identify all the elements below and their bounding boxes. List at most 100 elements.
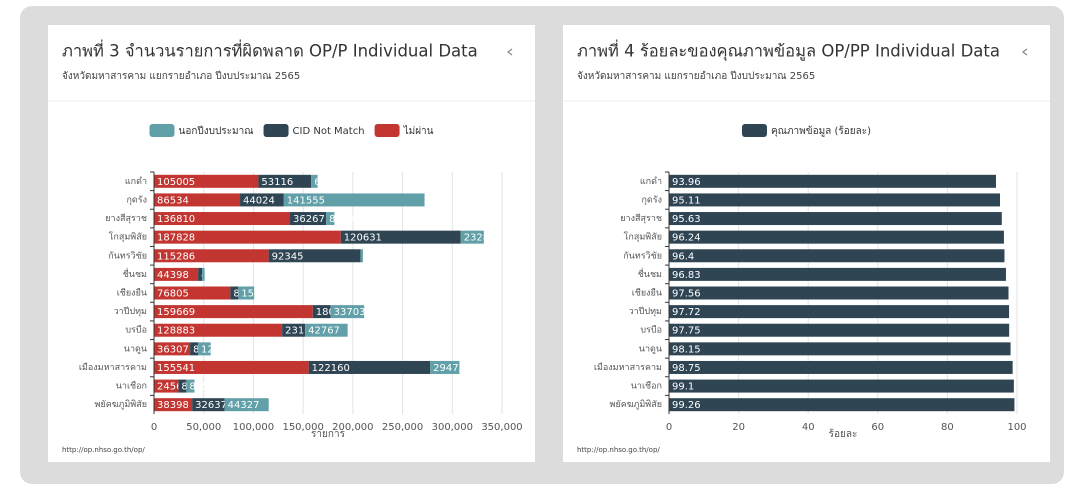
bar-label: 86534 (157, 195, 189, 206)
bar-label: 32637 (195, 400, 227, 411)
bar (330, 305, 365, 319)
y-tick-label: แกดำ (640, 176, 662, 187)
bar-label: 24560 (157, 382, 189, 393)
bar-label: 2515 (205, 270, 230, 281)
y-tick-label: โกสุมพิสัย (624, 232, 662, 243)
x-tick-label: 50,000 (186, 422, 221, 433)
legend-swatch (374, 124, 400, 137)
bar-label: 115286 (157, 251, 195, 262)
bar-label: 155541 (157, 363, 195, 374)
bar-label: 44024 (243, 195, 275, 206)
bar (311, 174, 318, 188)
bar-label: 99.26 (672, 400, 701, 411)
x-tick-label: 0 (666, 422, 672, 433)
y-tick-label: นาเชือก (631, 381, 662, 392)
x-tick-label: 40 (802, 422, 815, 433)
bar-label: 2483 (363, 251, 388, 262)
legend: นอกปีงบประมาณ CID Not Match ไม่ผ่าน (149, 124, 434, 137)
bar-label: 97.56 (672, 289, 701, 300)
bar (186, 379, 195, 393)
bar (198, 267, 203, 281)
bar (198, 342, 211, 356)
x-axis-title: รายการ (311, 429, 346, 440)
y-tick-label: บรบือ (125, 325, 147, 336)
bar (240, 193, 284, 207)
bar-label: 159669 (157, 307, 195, 318)
bar-label: 23281 (464, 233, 496, 244)
bar-label: 97.72 (672, 307, 701, 318)
bar (669, 323, 1010, 337)
bar (669, 398, 1015, 412)
bar (154, 230, 341, 244)
bar (192, 398, 225, 412)
y-tick-label: กุดรัง (641, 195, 662, 205)
x-tick-label: 300,000 (432, 422, 473, 433)
bar-label: 105005 (157, 177, 195, 188)
x-tick-label: 60 (871, 422, 884, 433)
bar (154, 379, 179, 393)
bar (154, 360, 309, 374)
bar (669, 360, 1013, 374)
bar (230, 286, 239, 300)
x-tick-label: 200,000 (332, 422, 373, 433)
bar-label: 4000 (201, 270, 226, 281)
bar-label: 53116 (261, 177, 293, 188)
bar-label: 96.4 (672, 251, 694, 262)
legend-swatch (741, 124, 767, 137)
y-tick-label: แกดำ (125, 176, 147, 187)
bar (460, 230, 484, 244)
bar-label: 97.75 (672, 326, 701, 337)
x-tick-label: 20 (732, 422, 745, 433)
legend-label: CID Not Match (293, 126, 365, 137)
legend-label: ไม่ผ่าน (403, 125, 434, 137)
bar-label: 36267 (293, 214, 325, 225)
x-tick-label: 80 (941, 422, 954, 433)
y-tick-label: บรบือ (640, 325, 662, 336)
x-tick-label: 100,000 (233, 422, 274, 433)
bar (202, 267, 205, 281)
bar (669, 379, 1014, 393)
bar-label: 136810 (157, 214, 195, 225)
bar-label: 95.63 (672, 214, 701, 225)
chart-subtitle: จังหวัดมหาสารคาม แยกรายอำเภอ ปีงบประมาณ … (577, 70, 815, 82)
source: http://op.nhso.go.th/op/ (62, 446, 145, 454)
bar-label: 6433 (314, 177, 339, 188)
bar-label: 8340 (329, 214, 354, 225)
bar (669, 193, 1000, 207)
bar-label: 128883 (157, 326, 195, 337)
bar (154, 249, 269, 263)
bar (268, 249, 361, 263)
y-tick-label: นาเชือก (116, 381, 147, 392)
y-tick-label: เชียงยืน (117, 288, 147, 299)
bar (154, 286, 231, 300)
x-tick-label: 250,000 (382, 422, 423, 433)
bar-label: 42767 (308, 326, 340, 337)
bar-label: 38398 (157, 400, 189, 411)
bar (290, 212, 327, 226)
bar (305, 323, 348, 337)
bar (224, 398, 269, 412)
y-tick-label: ยางสีสุราช (620, 213, 662, 224)
y-tick-label: โกสุมพิสัย (109, 232, 147, 243)
y-tick-label: เมืองมหาสารคาม (594, 362, 662, 373)
bar-label: 36307 (157, 344, 189, 355)
bar-label: 33703 (334, 307, 366, 318)
card: ภาพที่ 3 จำนวนรายการที่ผิดพลาด OP/P Indi… (48, 25, 535, 462)
bar (312, 305, 331, 319)
x-tick-label: 100 (1007, 422, 1026, 433)
bar (154, 193, 241, 207)
bar (669, 212, 1002, 226)
legend-swatch (149, 124, 175, 137)
chart-subtitle: จังหวัดมหาสารคาม แยกรายอำเภอ ปีงบประมาณ … (62, 70, 300, 82)
bar (190, 342, 199, 356)
y-tick-label: กันทรวิชัย (623, 250, 662, 261)
bar-label: 96.24 (672, 233, 701, 244)
bar (326, 212, 335, 226)
chart-title: ภาพที่ 4 ร้อยละของคุณภาพข้อมูล OP/PP Ind… (577, 40, 1000, 62)
y-tick-label: พยัคฆภูมิพิสัย (610, 399, 662, 410)
collapse-icon (1022, 48, 1028, 56)
bar (282, 323, 306, 337)
bar (669, 230, 1004, 244)
bar-label: 92345 (272, 251, 304, 262)
